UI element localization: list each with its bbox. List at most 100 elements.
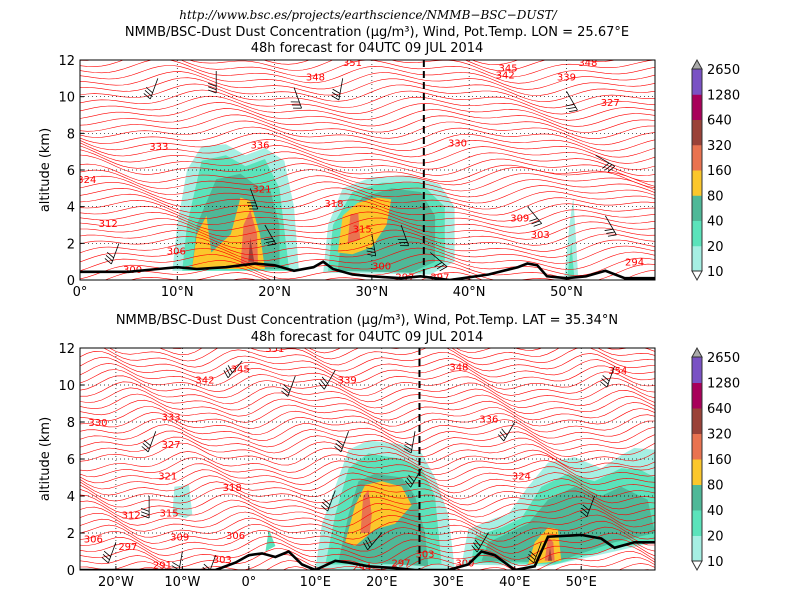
colorbar-label: 640 [707,114,732,129]
dust-contour-20 [266,529,276,551]
theta-label: 330 [448,139,467,150]
theta-label: 342 [496,71,515,82]
y-tick-label: 8 [67,127,75,142]
colorbar-label: 10 [707,555,724,570]
colorbar-label: 40 [707,215,724,230]
theta-isentrope [80,363,655,389]
theta-label: 306 [167,247,186,258]
chart-2-title: NMMB/BSC-Dust Dust Concentration (µg/m³)… [116,313,618,328]
x-tick-label: 20°E [366,575,397,590]
theta-label: 303 [415,549,434,560]
colorbar-extend-min [692,271,702,280]
theta-label: 294 [625,258,644,269]
y-tick-label: 12 [58,54,75,69]
y-tick-label: 4 [67,201,75,216]
theta-isentrope [80,150,655,182]
theta-isentrope [80,84,655,114]
colorbar-extend-max [692,60,702,69]
y-tick-label: 2 [67,237,75,252]
colorbar-swatch [692,510,702,536]
colorbar-label: 1280 [707,377,740,392]
colorbar-label: 20 [707,530,724,545]
x-tick-label: 50°N [550,285,583,300]
chart-1-ylabel: altitude (km) [38,128,53,212]
theta-label: 309 [510,214,529,225]
theta-label: 312 [122,511,141,522]
y-tick-label: 4 [67,490,75,505]
y-tick-label: 6 [67,453,75,468]
wind-barb [605,216,617,236]
wind-barb [596,155,615,171]
theta-label: 348 [578,58,597,69]
chart-2-ylabel: altitude (km) [38,417,53,501]
colorbar-label: 2650 [707,351,740,366]
theta-label: 348 [449,363,468,374]
theta-isentrope [80,96,655,126]
theta-label: 348 [306,73,325,84]
colorbar-label: 40 [707,504,724,519]
colorbar-label: 80 [707,189,724,204]
x-tick-label: 10°E [300,575,331,590]
colorbar-swatch [692,536,702,562]
theta-label: 318 [324,199,343,210]
wind-barb [332,78,343,100]
theta-label: 336 [479,414,498,425]
y-tick-label: 10 [58,379,75,394]
theta-label: 303 [531,230,550,241]
theta-label: 351 [265,344,284,355]
colorbar-label: 80 [707,479,724,494]
colorbar-swatch [692,246,702,272]
theta-label: 327 [162,440,181,451]
theta-label: 309 [170,533,189,544]
chart-1-title: NMMB/BSC-Dust Dust Concentration (µg/m³)… [125,25,629,40]
theta-label: 300 [372,261,391,272]
colorbar-swatch [692,357,702,383]
x-tick-label: 10°W [164,575,200,590]
colorbar-swatch [692,170,702,196]
theta-label: 306 [226,531,245,542]
chart-1-subtitle: 48h forecast for 04UTC 09 JUL 2014 [251,41,484,56]
colorbar-swatch [692,94,702,120]
colorbar-label: 160 [707,453,732,468]
theta-label: 333 [162,412,181,423]
y-tick-label: 12 [58,342,75,357]
theta-label: 312 [99,219,118,230]
theta-label: 330 [88,418,107,429]
theta-label: 321 [158,472,177,483]
colorbar-label: 20 [707,240,724,255]
x-tick-label: 0° [241,575,256,590]
x-tick-label: 30°E [433,575,464,590]
colorbar-swatch [692,408,702,434]
colorbar-swatch [692,434,702,460]
theta-label: 351 [343,58,362,69]
y-tick-label: 8 [67,416,75,431]
wind-barb [102,542,116,563]
colorbar-label: 10 [707,265,724,280]
x-tick-label: 30°N [355,285,388,300]
theta-isentrope [80,370,655,396]
theta-label: 315 [160,509,179,520]
y-tick-label: 0 [67,564,75,579]
theta-label: 336 [250,140,269,151]
colorbar-extend-max [692,348,702,357]
theta-isentrope [80,388,655,414]
x-tick-label: 20°N [258,285,291,300]
colorbar-swatch [692,485,702,511]
wind-barb [141,496,149,518]
y-tick-label: 0 [67,274,75,289]
x-tick-label: 10°N [161,285,194,300]
colorbar-swatch [692,120,702,146]
colorbar-swatch [692,383,702,409]
y-tick-label: 10 [58,91,75,106]
header-url: http://www.bsc.es/projects/earthscience/… [179,8,558,22]
wind-barb [144,78,158,99]
colorbar-swatch [692,459,702,485]
wind-barb [498,422,514,441]
colorbar-label: 1280 [707,88,740,103]
theta-label: 339 [557,73,576,84]
